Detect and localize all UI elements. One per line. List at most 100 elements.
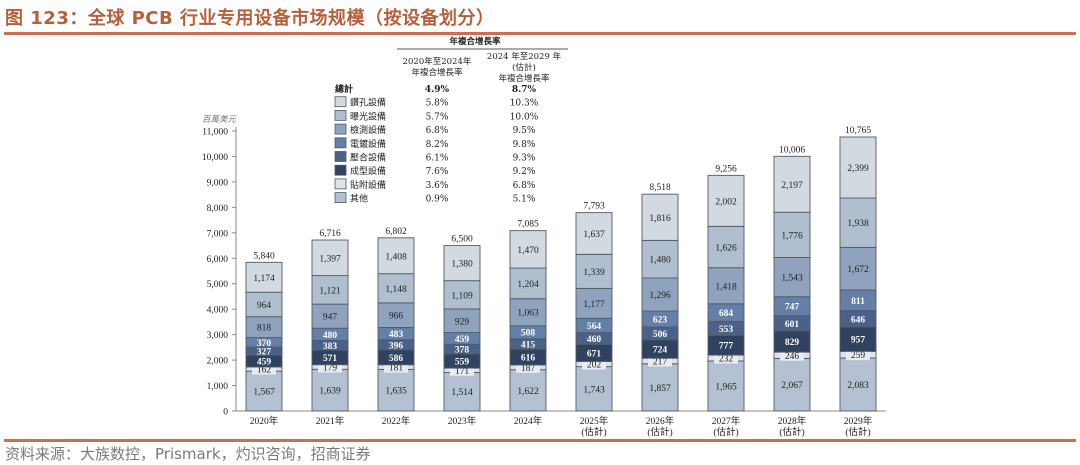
y-tick-label: 7,000 bbox=[207, 229, 229, 239]
legend-col1-header: 年複合增長率 bbox=[411, 67, 463, 78]
segment-label: 2,067 bbox=[781, 381, 803, 391]
legend-cagr-2024-2029: 6.8% bbox=[513, 181, 536, 191]
segment-label: 616 bbox=[521, 354, 536, 364]
bar-segment bbox=[839, 197, 877, 248]
segment-label: 1,174 bbox=[253, 274, 275, 284]
segment-label-bg bbox=[384, 361, 408, 373]
bar-segment bbox=[773, 211, 811, 258]
segment-label: 1,109 bbox=[451, 291, 473, 301]
segment-label: 1,177 bbox=[583, 300, 605, 310]
bar-segment bbox=[575, 287, 613, 319]
legend-cagr-2024-2029: 5.1% bbox=[513, 195, 536, 205]
segment-label: 187 bbox=[521, 364, 536, 374]
figure-title: 图 123：全球 PCB 行业专用设备市场规模（按设备划分） bbox=[5, 8, 495, 29]
legend-cagr-2024-2029: 9.5% bbox=[513, 126, 536, 136]
segment-label: 378 bbox=[455, 346, 470, 356]
segment-label: 396 bbox=[389, 341, 404, 351]
footer-divider bbox=[4, 439, 1076, 442]
bar-segment bbox=[377, 273, 415, 304]
segment-label: 671 bbox=[587, 349, 602, 359]
segment-label: 415 bbox=[521, 340, 536, 350]
segment-label: 684 bbox=[719, 309, 734, 319]
segment-label: 1,397 bbox=[319, 254, 341, 264]
legend-item-label: 電鍍設備 bbox=[350, 138, 386, 150]
segment-label: 1,776 bbox=[781, 231, 803, 241]
x-tick-label: 2021年 bbox=[316, 415, 345, 427]
bar-segment bbox=[443, 372, 481, 412]
x-tick-label: 2024年 bbox=[514, 415, 543, 427]
segment-label-bg bbox=[648, 355, 672, 367]
bar-segment bbox=[245, 291, 283, 318]
legend-item-label: 其他 bbox=[350, 193, 368, 205]
y-tick-label: 8,000 bbox=[207, 204, 229, 214]
bar-stack: 1,857 217 724 506 623 1,296 1,480 1,816 8,518 bbox=[641, 183, 679, 412]
bar-segment bbox=[707, 225, 745, 269]
bar-segment bbox=[377, 237, 415, 275]
bar-stack: 1,743 202 671 460 564 1,177 1,339 1,637 7,793 bbox=[575, 202, 613, 412]
bar-segment bbox=[839, 326, 877, 352]
segment-label-bg bbox=[846, 349, 870, 361]
legend-cagr-2020-2024: 7.6% bbox=[426, 167, 449, 177]
y-tick-label: 4,000 bbox=[207, 306, 229, 316]
segment-label: 586 bbox=[389, 354, 404, 364]
total-label: 5,840 bbox=[253, 251, 275, 261]
segment-label-bg bbox=[318, 361, 342, 373]
bars: 1,5671624593273708189641,1745,8401,63917… bbox=[245, 126, 877, 412]
segment-label-bg bbox=[582, 358, 606, 370]
segment-label: 459 bbox=[257, 358, 272, 368]
segment-label: 2,399 bbox=[847, 164, 869, 174]
segment-label: 1,857 bbox=[649, 384, 671, 394]
segment-label: 966 bbox=[389, 312, 404, 322]
segment-label: 232 bbox=[719, 355, 734, 365]
bar-segment bbox=[509, 267, 547, 300]
segment-label: 1,339 bbox=[583, 268, 605, 278]
legend-item-label: 檢測設備 bbox=[350, 124, 386, 136]
legend-swatch bbox=[334, 151, 347, 162]
segment-label: 1,965 bbox=[715, 382, 737, 392]
total-label: 6,500 bbox=[451, 235, 473, 245]
y-axis-label: 百萬美元 bbox=[202, 114, 238, 125]
segment-label-bg bbox=[780, 349, 804, 361]
total-label: 10,765 bbox=[845, 126, 871, 136]
segment-label: 259 bbox=[851, 351, 866, 361]
y-tick-label: 1,000 bbox=[207, 382, 229, 392]
segment-label: 829 bbox=[785, 338, 800, 348]
y-tick-label: 2,000 bbox=[207, 357, 229, 367]
segment-label: 459 bbox=[455, 335, 470, 345]
segment-label: 957 bbox=[851, 336, 866, 346]
legend-cagr-2024-2029: 9.3% bbox=[513, 154, 536, 164]
legend-cagr-2024-2029: 10.0% bbox=[510, 112, 539, 122]
segment-label: 929 bbox=[455, 317, 470, 327]
legend-cagr-2020-2024: 3.6% bbox=[426, 181, 449, 191]
segment-label: 1,938 bbox=[847, 219, 869, 229]
segment-label: 1,639 bbox=[319, 387, 341, 397]
total-label: 6,716 bbox=[319, 229, 341, 239]
segment-label: 646 bbox=[851, 315, 866, 325]
bar-segment bbox=[575, 253, 613, 289]
legend-col1-header: 2020年至2024年 bbox=[403, 56, 472, 67]
x-tick-sublabel: (估計) bbox=[647, 426, 672, 438]
bar-stack: 2,067 246 829 601 747 1,543 1,776 2,197 10,006 bbox=[773, 145, 811, 412]
bar-segment bbox=[509, 369, 547, 412]
bar-segment bbox=[707, 360, 745, 412]
bar-segment bbox=[641, 277, 679, 312]
segment-label: 1,121 bbox=[319, 286, 341, 296]
segment-label: 217 bbox=[653, 357, 668, 367]
legend-cagr-2020-2024: 8.2% bbox=[426, 140, 449, 150]
segment-label: 818 bbox=[257, 324, 272, 334]
x-tick-label: 2022年 bbox=[382, 415, 411, 427]
bar-segment bbox=[707, 267, 745, 305]
segment-label: 179 bbox=[323, 364, 338, 374]
legend-cagr-2020-2024: 0.9% bbox=[426, 195, 449, 205]
segment-label: 1,204 bbox=[517, 280, 539, 290]
segment-label: 571 bbox=[323, 354, 338, 364]
segment-label: 2,083 bbox=[847, 381, 869, 391]
bar-segment bbox=[773, 256, 811, 298]
segment-label: 559 bbox=[455, 357, 470, 367]
segment-label: 747 bbox=[785, 303, 800, 313]
x-tick-sublabel: (估計) bbox=[779, 426, 804, 438]
bar-segment bbox=[575, 212, 613, 255]
